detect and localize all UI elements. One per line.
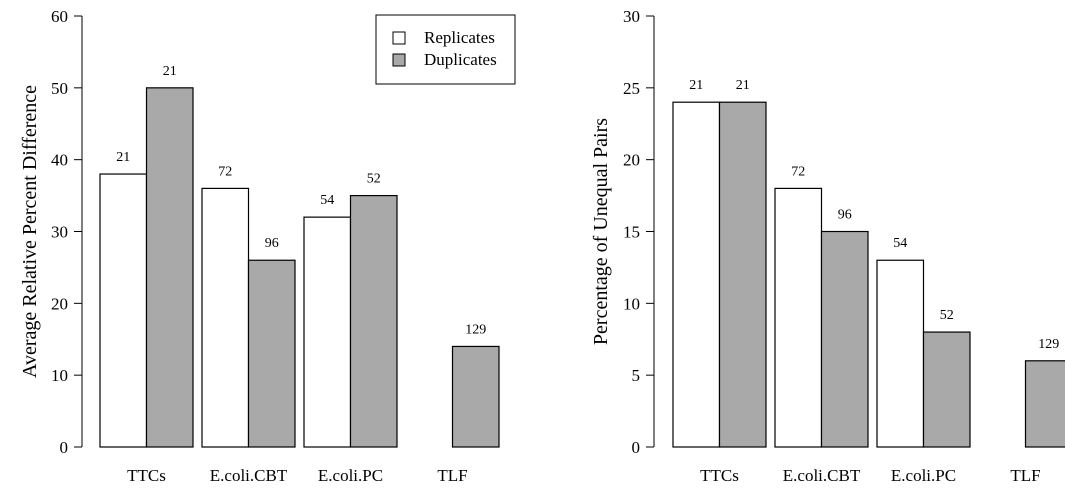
bar-duplicates-e-coli-pc <box>349 194 398 448</box>
legend-box <box>375 14 516 85</box>
x-category-label: E.coli.PC <box>891 466 956 485</box>
y-tick-label: 20 <box>51 294 68 313</box>
bar-count-label: 21 <box>689 78 703 93</box>
bar-count-label: 72 <box>791 164 805 179</box>
y-tick-label: 60 <box>51 7 68 26</box>
bar-count-label: 96 <box>265 236 279 251</box>
bar-count-label: 72 <box>218 164 232 179</box>
y-tick-label: 0 <box>60 438 69 457</box>
bar-count-label: 129 <box>1038 337 1059 352</box>
x-category-label: E.coli.PC <box>318 466 383 485</box>
bar-count-label: 21 <box>163 64 177 79</box>
bar-duplicates-e-coli-cbt <box>247 259 296 448</box>
bar-duplicates-e-coli-pc <box>922 331 971 448</box>
bar-duplicates-ttcs <box>145 87 194 448</box>
y-tick-label: 20 <box>623 151 640 170</box>
bar-count-label: 54 <box>320 193 334 208</box>
bar-count-label: 54 <box>893 236 907 251</box>
legend-label-duplicates: Duplicates <box>424 50 497 69</box>
bar-duplicates-e-coli-cbt <box>820 230 869 448</box>
x-category-label: E.coli.CBT <box>210 466 288 485</box>
x-category-label: TLF <box>1010 466 1040 485</box>
y-tick-label: 50 <box>51 79 68 98</box>
x-category-label: TTCs <box>127 466 166 485</box>
y-axis-title: Average Relative Percent Difference <box>19 85 41 378</box>
legend-swatch-replicates <box>392 31 406 45</box>
bar-duplicates-tlf <box>1024 360 1065 448</box>
y-axis-title: Percentage of Unequal Pairs <box>590 118 612 345</box>
y-tick-label: 25 <box>623 79 640 98</box>
bar-count-label: 21 <box>116 150 130 165</box>
y-tick-label: 10 <box>51 366 68 385</box>
x-category-label: TTCs <box>700 466 739 485</box>
bar-replicates-e-coli-cbt <box>774 187 823 448</box>
bar-count-label: 52 <box>367 172 381 187</box>
bar-duplicates-tlf <box>451 345 500 448</box>
bar-count-label: 129 <box>465 322 486 337</box>
y-tick-label: 15 <box>623 223 640 242</box>
legend-label-replicates: Replicates <box>424 28 495 47</box>
bar-count-label: 96 <box>838 208 852 223</box>
chart-unequal-pairs: 0 5 10 15 20 25 30 Percentage of Unequal Pairs 2… <box>590 7 1065 485</box>
bar-duplicates-ttcs <box>718 101 767 448</box>
bar-replicates-e-coli-pc <box>303 216 352 448</box>
bar-replicates-e-coli-pc <box>876 259 925 448</box>
bar-replicates-ttcs <box>672 101 721 448</box>
bar-count-label: 21 <box>736 78 750 93</box>
legend: Replicates Duplicates <box>375 14 516 85</box>
y-tick-label: 10 <box>623 294 640 313</box>
bar-replicates-ttcs <box>99 173 148 448</box>
legend-swatch-duplicates <box>392 53 406 67</box>
bar-count-label: 52 <box>940 308 954 323</box>
x-category-label: E.coli.CBT <box>783 466 861 485</box>
y-tick-label: 30 <box>623 7 640 26</box>
chart-relative-percent-difference: 0 10 20 30 40 50 60 Average Relative Percent Di… <box>19 7 516 485</box>
y-tick-label: 30 <box>51 223 68 242</box>
x-category-label: TLF <box>437 466 467 485</box>
y-tick-label: 0 <box>632 438 641 457</box>
y-tick-label: 40 <box>51 151 68 170</box>
y-tick-label: 5 <box>632 366 641 385</box>
bar-replicates-e-coli-cbt <box>201 187 250 448</box>
